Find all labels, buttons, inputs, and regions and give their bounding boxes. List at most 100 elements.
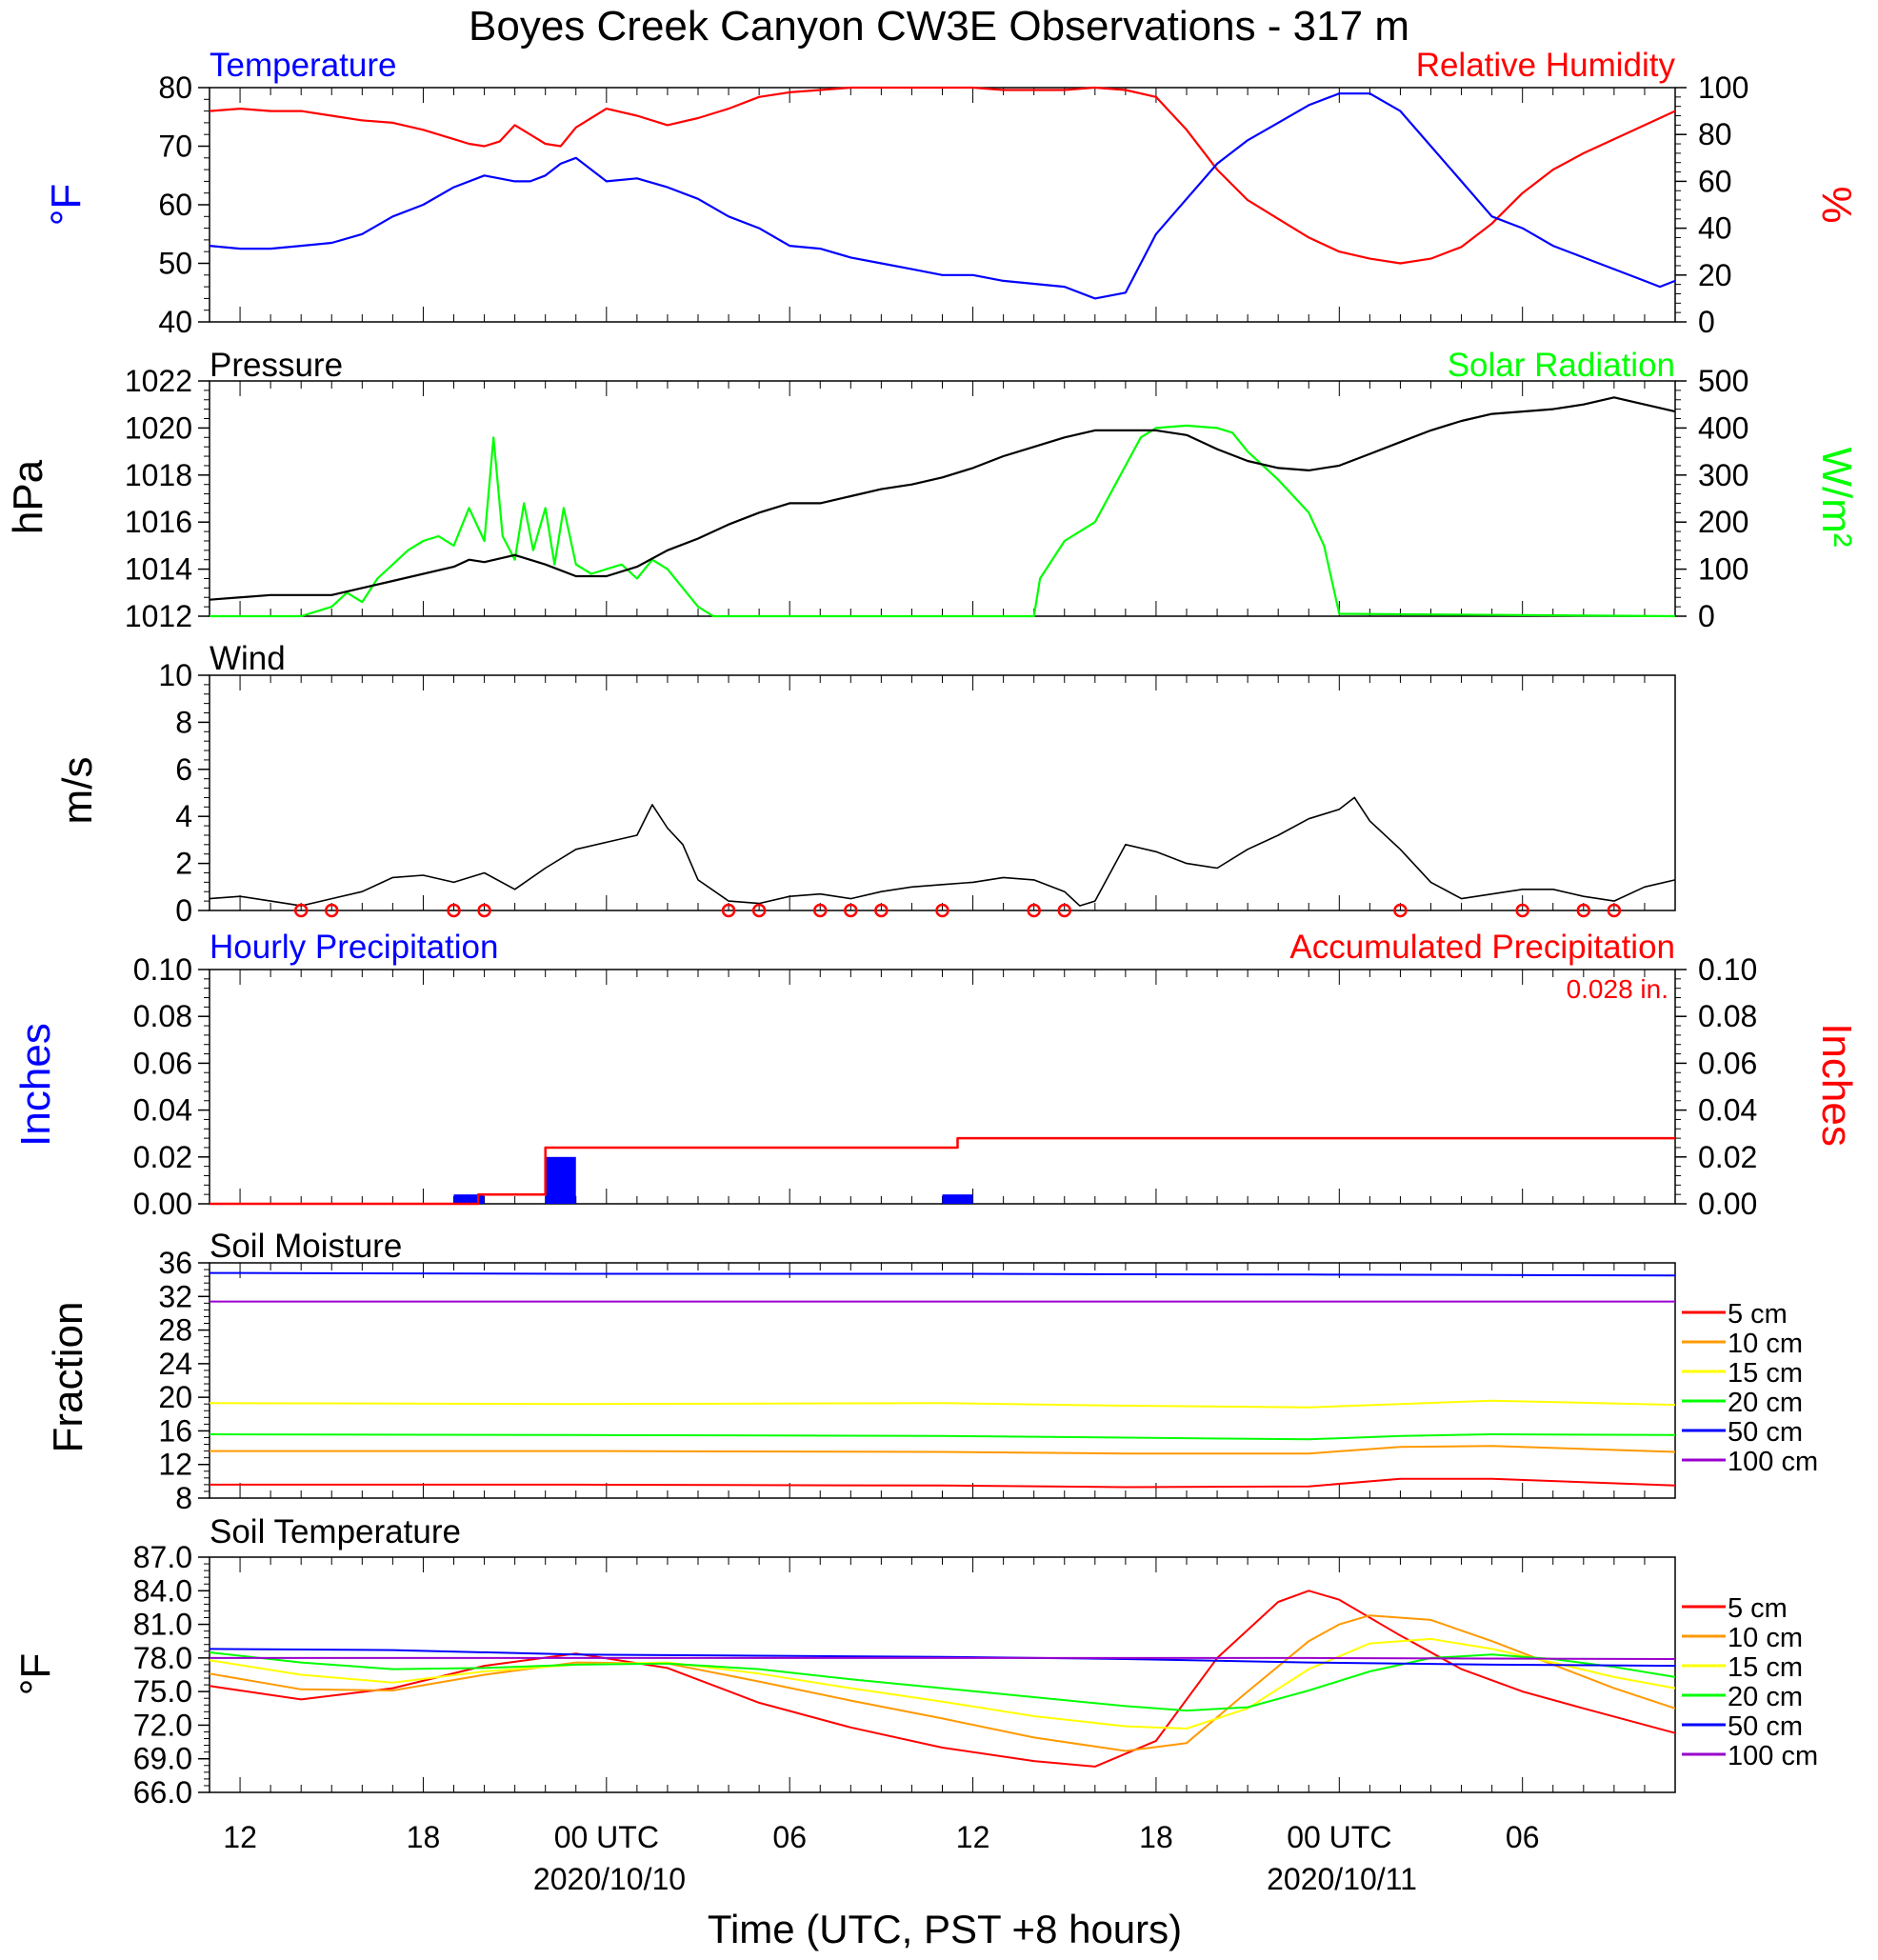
x-tick-label: 18 [1139, 1820, 1173, 1854]
y-tick-label: 0.10 [133, 952, 192, 987]
pressure-left-ticks: 1012 1014 1016 1018 1020 1022 [125, 364, 210, 633]
y-tick-label: 0.02 [133, 1140, 192, 1174]
y-tick-label: 36 [158, 1246, 192, 1280]
y2-tick-label: 0.00 [1698, 1187, 1757, 1221]
calm-wind-marker [1576, 903, 1591, 918]
solar-line [210, 424, 1676, 618]
x-tick-label: 06 [772, 1820, 807, 1854]
soil-moisture-line [209, 1399, 1676, 1409]
y-tick-label: 40 [158, 305, 192, 339]
y2-tick-label: 0.06 [1698, 1046, 1757, 1080]
temperature-unit: °F [43, 184, 90, 226]
humidity-unit: % [1813, 186, 1860, 223]
y-tick-label: 0.04 [133, 1093, 192, 1128]
humidity-line [209, 86, 1676, 265]
soil-temp-plot [209, 1556, 1676, 1793]
calm-wind-marker [477, 903, 491, 918]
y2-tick-label: 0 [1698, 599, 1715, 633]
calm-wind-marker [325, 903, 339, 918]
x-tick-label: 12 [956, 1820, 990, 1854]
y-tick-label: 1012 [125, 599, 192, 633]
plot-frame [209, 1262, 1676, 1499]
legend-label: 20 cm [1728, 1388, 1803, 1418]
y2-tick-label: 300 [1698, 458, 1748, 492]
calm-wind-marker [935, 903, 949, 918]
soil-moisture-line [210, 1445, 1676, 1455]
soil-moisture-title: Soil Moisture [210, 1228, 402, 1265]
chart-title: Boyes Creek Canyon CW3E Observations - 3… [469, 3, 1409, 50]
x-tick-label: 06 [1506, 1820, 1540, 1854]
soil-moisture-line [209, 1433, 1676, 1441]
y2-tick-label: 500 [1698, 364, 1748, 398]
wind-unit: m/s [54, 757, 101, 825]
y-tick-label: 84.0 [133, 1573, 192, 1608]
calm-wind-marker [751, 903, 767, 918]
y-tick-label: 75.0 [133, 1674, 192, 1709]
y-tick-label: 0.06 [133, 1046, 192, 1080]
pressure-unit: hPa [5, 459, 51, 534]
accum-total-label: 0.028 in. [1567, 974, 1668, 1004]
y-tick-label: 60 [158, 188, 192, 222]
accum-precip-unit: Inches [1813, 1023, 1860, 1147]
temperature-title: Temperature [210, 47, 396, 84]
precip-panel: Hourly Precipitation Accumulated Precipi… [12, 929, 1860, 1221]
calm-wind-marker [874, 903, 889, 918]
y2-tick-label: 40 [1698, 211, 1732, 246]
y-tick-label: 66.0 [133, 1775, 192, 1810]
y-tick-label: 72.0 [133, 1708, 192, 1742]
hourly-precip-title: Hourly Precipitation [210, 929, 498, 966]
legend-label: 10 cm [1728, 1329, 1803, 1359]
temp-rh-plot [209, 86, 1676, 323]
pressure-line [209, 396, 1676, 601]
calm-wind-marker [813, 903, 828, 918]
soil-temp-title: Soil Temperature [210, 1513, 461, 1550]
x-tick-label: 12 [223, 1820, 257, 1854]
y-tick-label: 1014 [125, 552, 192, 587]
calm-wind-marker [1607, 903, 1622, 918]
soil-moisture-line [209, 1271, 1676, 1277]
calm-wind-marker [447, 903, 461, 918]
soil-temp-panel: Soil Temperature °F 66.069.072.075.078.0… [12, 1513, 1818, 1810]
calm-wind-marker [1027, 903, 1041, 918]
legend-label: 5 cm [1728, 1593, 1788, 1624]
precip-plot [209, 969, 1676, 1206]
y-tick-label: 24 [158, 1347, 192, 1381]
pressure-title: Pressure [210, 347, 343, 384]
y2-tick-label: 80 [1698, 117, 1732, 151]
wind-plot [209, 674, 1676, 918]
y-tick-label: 0.08 [133, 999, 192, 1033]
y2-tick-label: 0.04 [1698, 1093, 1757, 1128]
y-tick-label: 50 [158, 247, 192, 281]
temp-rh-left-ticks: 40 50 60 70 80 [158, 70, 210, 339]
legend-label: 15 cm [1728, 1652, 1803, 1683]
precip-left-ticks: 0.00 0.02 0.04 0.06 0.08 0.10 [133, 952, 210, 1221]
soil-temp-line [209, 1648, 1676, 1668]
y-tick-label: 0 [175, 893, 192, 928]
precip-right-ticks: 0.00 0.02 0.04 0.06 0.08 0.10 [1675, 952, 1757, 1221]
wind-title: Wind [210, 640, 286, 677]
wind-speed-line [209, 796, 1676, 907]
y-tick-label: 12 [158, 1448, 192, 1482]
calm-wind-marker [721, 903, 736, 918]
soil-temp-line [209, 1651, 1676, 1712]
x-tick-labels: 12 18 00 UTC 06 12 18 00 UTC 06 [223, 1820, 1539, 1854]
hourly-precip-unit: Inches [12, 1023, 59, 1147]
legend-label: 15 cm [1728, 1358, 1803, 1389]
calm-wind-marker [1393, 903, 1408, 918]
soil-temp-line [210, 1656, 1676, 1660]
temp-rh-panel: Temperature Relative Humidity °F % 40 50 6… [43, 47, 1860, 339]
y-tick-label: 16 [158, 1413, 192, 1448]
soil-moisture-plot [209, 1262, 1676, 1499]
y-tick-label: 10 [158, 658, 192, 692]
y2-tick-label: 400 [1698, 410, 1748, 445]
legend-label: 10 cm [1728, 1623, 1803, 1653]
hourly-precip-bar [545, 1156, 576, 1204]
calm-wind-marker [293, 903, 309, 918]
x-axis-label: Time (UTC, PST +8 hours) [708, 1907, 1182, 1951]
y-tick-label: 81.0 [133, 1608, 192, 1642]
soil-temp-line [209, 1614, 1676, 1752]
y-tick-label: 8 [175, 1481, 192, 1515]
